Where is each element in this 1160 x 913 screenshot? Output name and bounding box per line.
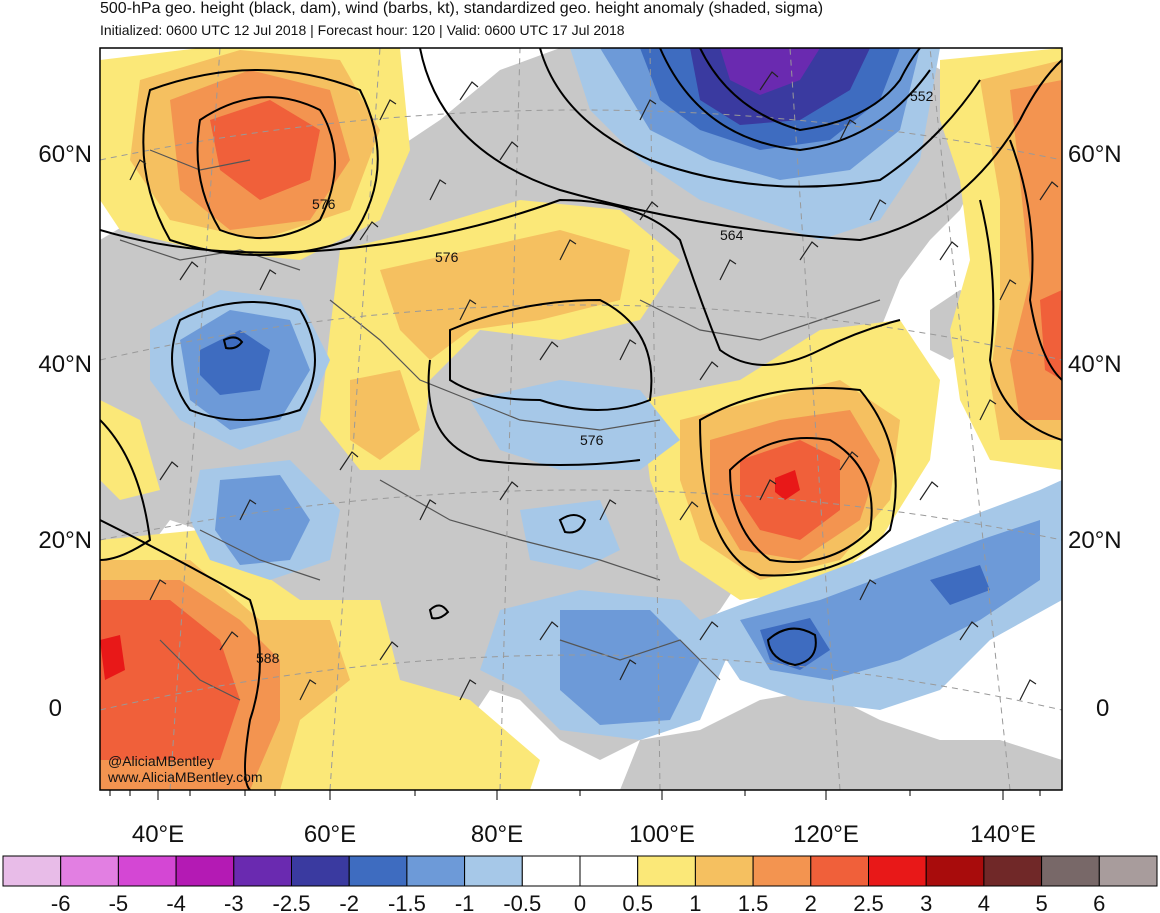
colorbar-label: -3: [224, 891, 244, 913]
colorbar-swatch: [348, 855, 408, 887]
colorbar-label: -2.5: [273, 891, 311, 913]
colorbar-swatch: [925, 855, 985, 887]
colorbar-swatch: [406, 855, 466, 887]
colorbar-swatch: [233, 855, 293, 887]
lat-label: 40°N: [1068, 351, 1122, 378]
colorbar-label: -6: [51, 891, 71, 913]
colorbar-swatch: [2, 855, 62, 887]
lon-label: 100°E: [629, 821, 695, 848]
credit-url: www.AliciaMBentley.com: [107, 769, 263, 785]
colorbar-label: -0.5: [503, 891, 541, 913]
lat-labels-left: 60°N 40°N 20°N 0: [38, 141, 92, 722]
colorbar-swatch: [579, 855, 639, 887]
map-title: 500-hPa geo. height (black, dam), wind (…: [100, 0, 824, 17]
map-panel: 576 576 564 552 576 588 @AliciaMBentley …: [100, 48, 1062, 790]
landmass-maritime: [620, 690, 1062, 790]
colorbar-swatch: [521, 855, 581, 887]
colorbar-swatch: [694, 855, 754, 887]
colorbar-swatch: [1041, 855, 1100, 887]
lon-label: 140°E: [970, 821, 1036, 848]
colorbar-swatch: [868, 855, 927, 887]
contour-label: 576: [580, 432, 604, 448]
credit-handle: @AliciaMBentley: [108, 753, 214, 769]
colorbar-swatch: [637, 855, 696, 887]
colorbar: -6 -5 -4 -3 -2.5 -2 -1.5 -1 -0.5 0 0.5 1 1.5 2 2.5 3 4 5 6: [2, 855, 1158, 913]
lat-labels-right: 60°N 40°N 20°N 0: [1068, 141, 1122, 722]
lat-label: 60°N: [38, 141, 92, 168]
lon-label: 80°E: [471, 821, 523, 848]
colorbar-swatch: [60, 855, 119, 887]
lon-label: 120°E: [793, 821, 859, 848]
colorbar-label: -1.5: [388, 891, 426, 913]
frame-ticks: [109, 790, 1041, 800]
lon-labels: 40°E 60°E 80°E 100°E 120°E 140°E: [132, 821, 1036, 848]
lat-label: 20°N: [38, 527, 92, 554]
contour-label: 576: [312, 196, 336, 212]
colorbar-swatch: [983, 855, 1043, 887]
colorbar-label: 5: [1035, 891, 1047, 913]
colorbar-label: -5: [109, 891, 129, 913]
colorbar-swatch: [752, 855, 812, 887]
contour-labels: 576 576 564 552 576 588: [256, 88, 934, 666]
colorbar-swatch: [1098, 855, 1158, 887]
colorbar-label: 1: [689, 891, 701, 913]
colorbar-swatch: [175, 855, 235, 887]
colorbar-label: 2.5: [853, 891, 884, 913]
contour-label: 576: [435, 249, 459, 265]
colorbar-label: -4: [166, 891, 186, 913]
wind-barbs: [129, 71, 1059, 701]
map-subtitle: Initialized: 0600 UTC 12 Jul 2018 | Fore…: [100, 22, 625, 38]
colorbar-label: -2: [339, 891, 359, 913]
height-contours: [100, 48, 1062, 790]
lon-label: 40°E: [132, 821, 184, 848]
lat-label: 60°N: [1068, 141, 1122, 168]
colorbar-label: 6: [1093, 891, 1105, 913]
colorbar-swatch: [291, 855, 350, 887]
colorbar-label: 4: [978, 891, 990, 913]
colorbar-swatch: [810, 855, 869, 887]
lat-label: 40°N: [38, 351, 92, 378]
colorbar-label: 2: [805, 891, 817, 913]
contour-label: 564: [720, 227, 744, 243]
colorbar-label: 1.5: [738, 891, 769, 913]
colorbar-label: 3: [920, 891, 932, 913]
map-frame: [99, 47, 1063, 791]
colorbar-label: -1: [455, 891, 475, 913]
colorbar-swatch: [464, 855, 523, 887]
lon-label: 60°E: [304, 821, 356, 848]
lat-label: 0: [1096, 695, 1109, 722]
contour-label: 588: [256, 650, 280, 666]
colorbar-swatch: [117, 855, 177, 887]
lat-label: 0: [49, 695, 62, 722]
contour-label: 552: [910, 88, 934, 104]
colorbar-label: 0: [574, 891, 586, 913]
colorbar-label: 0.5: [622, 891, 653, 913]
lat-label: 20°N: [1068, 527, 1122, 554]
